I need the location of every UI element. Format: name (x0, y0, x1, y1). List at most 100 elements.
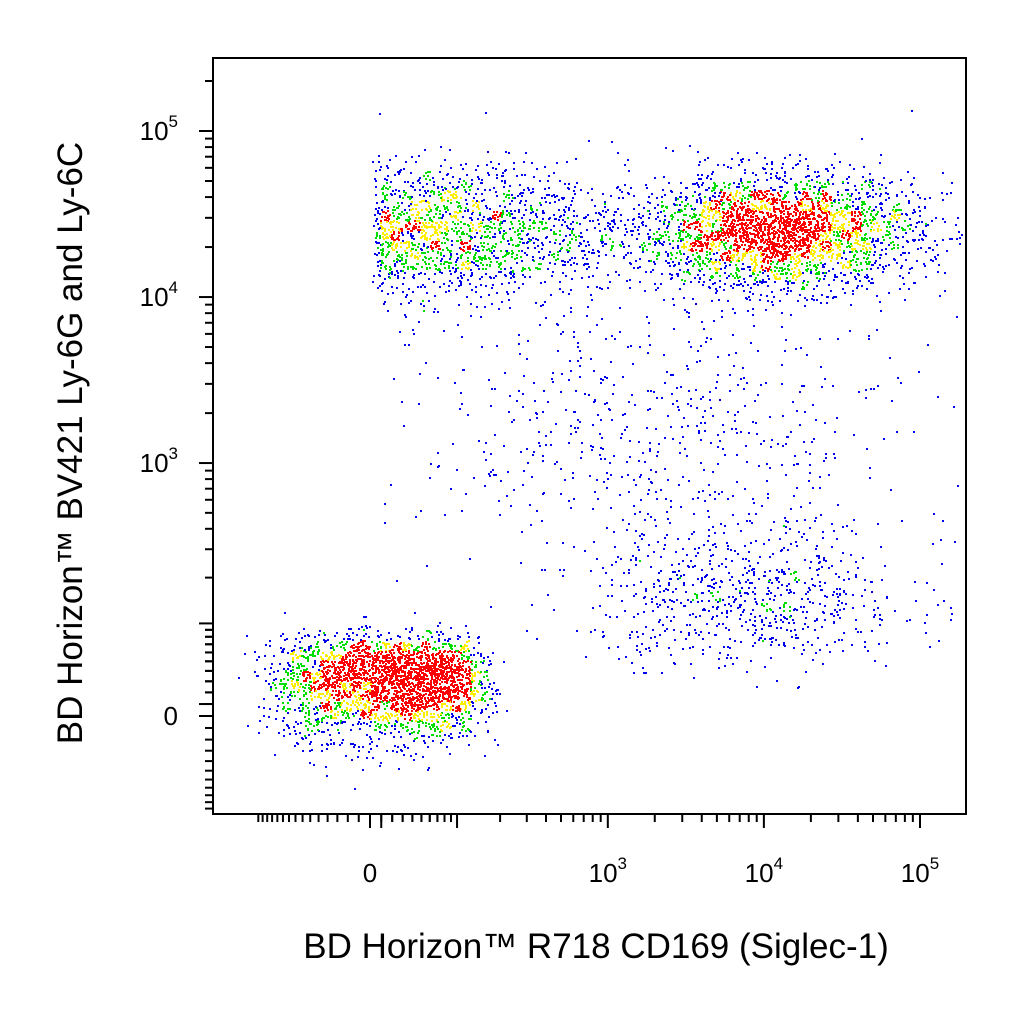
event-dot (378, 680, 380, 682)
event-dot (429, 660, 431, 662)
event-dot (358, 694, 360, 696)
event-dot (733, 209, 735, 211)
event-dot (420, 683, 422, 685)
event-dot (393, 646, 395, 648)
event-dot (287, 712, 289, 714)
event-dot (726, 216, 728, 218)
event-dot (853, 255, 855, 257)
event-dot (453, 669, 455, 671)
event-dot (443, 675, 445, 677)
event-dot (405, 656, 407, 658)
event-dot (709, 204, 711, 206)
event-dot (460, 683, 462, 685)
event-dot (888, 231, 890, 233)
event-dot (647, 210, 649, 212)
event-dot (307, 674, 309, 676)
event-dot (294, 645, 296, 647)
event-dot (406, 690, 408, 692)
event-dot (428, 657, 430, 659)
event-dot (298, 665, 300, 667)
event-dot (466, 656, 468, 658)
event-dot (441, 717, 443, 719)
event-dot (359, 655, 361, 657)
event-dot (377, 691, 379, 693)
event-dot (756, 281, 758, 283)
event-dot (465, 668, 467, 670)
event-dot (718, 195, 720, 197)
event-dot (808, 221, 810, 223)
event-dot (464, 689, 466, 691)
event-dot (357, 691, 359, 693)
event-dot (448, 690, 450, 692)
event-dot (374, 717, 376, 719)
event-dot (403, 645, 405, 647)
event-dot (825, 238, 827, 240)
event-dot (330, 684, 332, 686)
event-dot (264, 655, 266, 657)
event-dot (392, 649, 394, 651)
event-dot (496, 711, 498, 713)
event-dot (414, 713, 416, 715)
event-dot (446, 665, 448, 667)
event-dot (379, 697, 381, 699)
event-dot (728, 236, 730, 238)
event-dot (417, 711, 419, 713)
event-dot (845, 282, 847, 284)
event-dot (337, 673, 339, 675)
event-dot (299, 647, 301, 649)
event-dot (385, 712, 387, 714)
event-dot (385, 647, 387, 649)
event-dot (779, 195, 781, 197)
event-dot (448, 723, 450, 725)
event-dot (317, 680, 319, 682)
event-dot (798, 258, 800, 260)
event-dot (779, 177, 781, 179)
event-dot (814, 235, 816, 237)
event-dot (789, 250, 791, 252)
event-dot (489, 660, 491, 662)
event-dot (431, 724, 433, 726)
event-dot (432, 696, 434, 698)
event-dot (696, 236, 698, 238)
event-dot (376, 699, 378, 701)
event-dot (445, 662, 447, 664)
event-dot (291, 680, 293, 682)
event-dot (448, 643, 450, 645)
event-dot (757, 247, 759, 249)
event-dot (361, 678, 363, 680)
event-dot (405, 704, 407, 706)
event-dot (363, 669, 365, 671)
event-dot (344, 683, 346, 685)
event-dot (804, 297, 806, 299)
event-dot (900, 179, 902, 181)
event-dot (456, 684, 458, 686)
event-dot (340, 661, 342, 663)
event-dot (392, 698, 394, 700)
event-dot (441, 705, 443, 707)
event-dot (628, 170, 630, 172)
event-dot (722, 235, 724, 237)
event-dot (787, 225, 789, 227)
event-dot (353, 644, 355, 646)
event-dot (815, 238, 817, 240)
event-dot (449, 694, 451, 696)
event-dot (913, 177, 915, 179)
event-dot (891, 181, 893, 183)
event-dot (324, 675, 326, 677)
event-dot (867, 196, 869, 198)
event-dot (743, 214, 745, 216)
event-dot (362, 698, 364, 700)
event-dot (394, 657, 396, 659)
event-dot (708, 215, 710, 217)
event-dot (766, 256, 768, 258)
event-dot (748, 296, 750, 298)
event-dot (868, 208, 870, 210)
event-dot (441, 681, 443, 683)
event-dot (349, 686, 351, 688)
event-dot (818, 230, 820, 232)
event-dot (398, 670, 400, 672)
event-dot (796, 198, 798, 200)
event-dot (448, 686, 450, 688)
event-dot (765, 267, 767, 269)
event-dot (465, 661, 467, 663)
